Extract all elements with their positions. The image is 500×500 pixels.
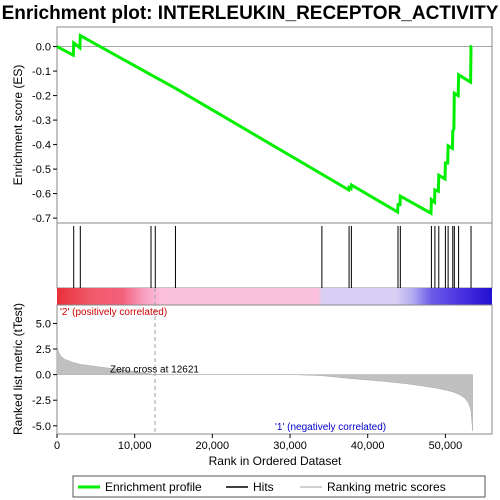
metric-y-tick-label: -5.0 bbox=[32, 421, 51, 433]
metric-area bbox=[56, 343, 473, 431]
es-y-axis: 0.0 -0.1 -0.2 -0.3 -0.4 -0.5 -0.6 -0.7 bbox=[32, 42, 57, 225]
legend-box bbox=[72, 475, 486, 498]
es-y-label: Enrichment score (ES) bbox=[11, 65, 25, 186]
metric-y-tick-label: -2.5 bbox=[32, 395, 51, 407]
es-y-tick-label: -0.3 bbox=[32, 115, 51, 127]
es-y-tick-label: -0.7 bbox=[32, 213, 51, 225]
hit-markers bbox=[73, 226, 472, 288]
x-axis: 0 10,000 20,000 30,000 40,000 50,000 bbox=[54, 434, 462, 452]
metric-panel-frame bbox=[56, 304, 493, 435]
x-tick-label: 20,000 bbox=[196, 440, 230, 452]
es-y-tick-label: -0.2 bbox=[32, 91, 51, 103]
x-tick-label: 50,000 bbox=[429, 440, 463, 452]
es-y-tick-label: -0.1 bbox=[32, 66, 51, 78]
negative-correlation-label: '1' (negatively correlated) bbox=[275, 422, 386, 433]
x-tick-label: 10,000 bbox=[118, 440, 152, 452]
es-y-tick-label: 0.0 bbox=[36, 42, 51, 54]
metric-y-label: Ranked list metric (tTest) bbox=[11, 303, 25, 435]
es-series-line bbox=[56, 33, 473, 216]
es-panel-frame bbox=[56, 26, 493, 224]
metric-y-axis: 5.0 2.5 0.0 -2.5 -5.0 bbox=[32, 318, 57, 433]
metric-y-tick-label: 0.0 bbox=[36, 370, 51, 382]
legend-label: Ranking metric scores bbox=[327, 480, 446, 494]
metric-y-tick-label: 2.5 bbox=[36, 344, 51, 356]
es-y-tick-label: -0.6 bbox=[32, 189, 51, 201]
hits-panel-frame bbox=[56, 222, 493, 289]
legend-label: Hits bbox=[253, 480, 274, 494]
es-y-tick-label: -0.4 bbox=[32, 140, 51, 152]
legend-label: Enrichment profile bbox=[105, 480, 202, 494]
es-y-tick-label: -0.5 bbox=[32, 164, 51, 176]
legend: Enrichment profile Hits Ranking metric sco… bbox=[78, 480, 446, 494]
x-tick-label: 0 bbox=[54, 440, 60, 452]
positive-correlation-label: '2' (positively correlated) bbox=[60, 307, 167, 318]
metric-y-tick-label: 5.0 bbox=[36, 318, 51, 330]
x-tick-label: 30,000 bbox=[273, 440, 307, 452]
rank-color-bar bbox=[57, 288, 492, 305]
x-tick-label: 40,000 bbox=[351, 440, 385, 452]
x-axis-label: Rank in Ordered Dataset bbox=[209, 454, 342, 468]
chart-title: Enrichment plot: INTERLEUKIN_RECEPTOR_AC… bbox=[2, 3, 499, 24]
zero-cross-annotation: Zero cross at 12621 bbox=[110, 365, 199, 376]
